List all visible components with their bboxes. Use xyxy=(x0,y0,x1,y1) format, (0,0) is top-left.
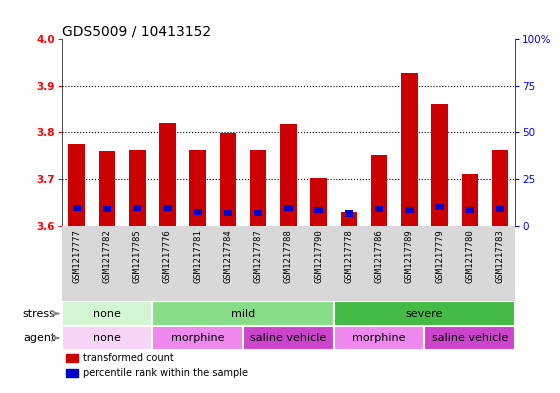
Bar xyxy=(250,150,267,226)
Bar xyxy=(401,73,418,226)
Text: none: none xyxy=(93,333,121,343)
Bar xyxy=(334,326,424,350)
Bar xyxy=(371,155,388,226)
Bar xyxy=(133,206,141,211)
Bar xyxy=(73,206,81,211)
Bar xyxy=(220,133,236,226)
Text: GSM1217778: GSM1217778 xyxy=(344,230,353,283)
Bar xyxy=(280,124,297,226)
Bar xyxy=(224,209,232,216)
Text: saline vehicle: saline vehicle xyxy=(250,333,326,343)
Text: GSM1217790: GSM1217790 xyxy=(314,230,323,283)
Bar xyxy=(152,326,243,350)
Bar xyxy=(159,123,176,226)
Text: GSM1217788: GSM1217788 xyxy=(284,230,293,283)
Bar xyxy=(340,212,357,226)
Text: stress: stress xyxy=(22,309,55,319)
Text: mild: mild xyxy=(231,309,255,319)
Bar xyxy=(492,150,508,226)
Bar xyxy=(310,178,327,226)
Bar xyxy=(345,211,353,217)
Text: GSM1217789: GSM1217789 xyxy=(405,230,414,283)
Bar xyxy=(152,301,334,326)
Bar xyxy=(466,207,474,213)
Bar xyxy=(62,326,152,350)
Text: GDS5009 / 10413152: GDS5009 / 10413152 xyxy=(62,24,211,38)
Text: morphine: morphine xyxy=(171,333,225,343)
Bar xyxy=(68,144,85,226)
Bar xyxy=(164,205,171,211)
Text: agent: agent xyxy=(23,333,55,343)
Text: none: none xyxy=(93,309,121,319)
Bar xyxy=(424,326,515,350)
Text: GSM1217783: GSM1217783 xyxy=(496,230,505,283)
Text: GSM1217781: GSM1217781 xyxy=(193,230,202,283)
Text: GSM1217776: GSM1217776 xyxy=(163,230,172,283)
Legend: transformed count, percentile rank within the sample: transformed count, percentile rank withi… xyxy=(67,353,248,378)
Text: GSM1217785: GSM1217785 xyxy=(133,230,142,283)
Bar xyxy=(129,150,146,226)
Bar xyxy=(103,206,111,212)
Text: GSM1217787: GSM1217787 xyxy=(254,230,263,283)
Bar xyxy=(431,104,448,226)
Bar xyxy=(254,210,262,216)
Bar xyxy=(99,151,115,226)
Bar xyxy=(461,174,478,226)
Text: GSM1217777: GSM1217777 xyxy=(72,230,81,283)
Bar xyxy=(405,207,413,213)
Text: GSM1217780: GSM1217780 xyxy=(465,230,474,283)
Text: GSM1217782: GSM1217782 xyxy=(102,230,111,283)
Text: morphine: morphine xyxy=(352,333,406,343)
Text: GSM1217779: GSM1217779 xyxy=(435,230,444,283)
Text: saline vehicle: saline vehicle xyxy=(432,333,508,343)
Text: severe: severe xyxy=(406,309,443,319)
Bar xyxy=(243,326,334,350)
Bar xyxy=(375,206,383,212)
Bar xyxy=(62,301,152,326)
Bar xyxy=(436,204,444,210)
Bar xyxy=(284,206,292,211)
Bar xyxy=(334,301,515,326)
Bar xyxy=(194,209,202,215)
Text: GSM1217784: GSM1217784 xyxy=(223,230,232,283)
Bar xyxy=(189,150,206,226)
Text: GSM1217786: GSM1217786 xyxy=(375,230,384,283)
Bar xyxy=(496,206,504,212)
Bar xyxy=(315,207,323,213)
